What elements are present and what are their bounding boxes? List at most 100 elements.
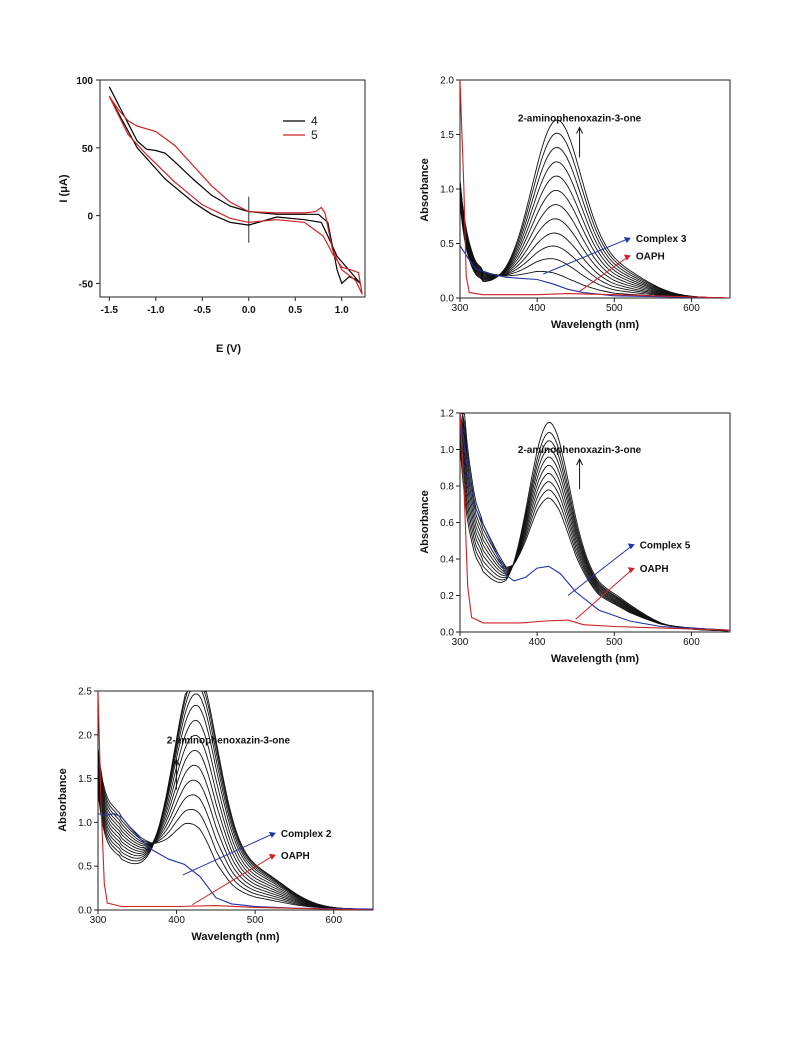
- uv2-y-tick-label: 2.0: [78, 730, 92, 741]
- uv5-x-tick-label: 600: [683, 637, 700, 648]
- uv5-y-tick-label: 0.8: [440, 482, 454, 493]
- cv-plot: -1.5 -1.0 -0.5 0.0 0.5 1.0 -50 0 50 100 45 E (V) I (…: [58, 76, 366, 355]
- cv-x-tick-label: 0.0: [242, 305, 256, 316]
- uv2-oaph-label: OAPH: [281, 851, 310, 862]
- uv2-series-complex-2: [98, 813, 373, 910]
- uv3-y-tick-label: 2.0: [440, 76, 454, 87]
- uv5-y-axis-title: Absorbance: [419, 490, 431, 554]
- uv5-x-tick-label: 300: [452, 637, 469, 648]
- cv-x-tick-label: -1.5: [101, 305, 119, 316]
- uv5-x-tick-label: 400: [529, 637, 546, 648]
- uv3-spectrum-8: [460, 161, 729, 298]
- uv3-y-tick-label: 1.5: [440, 130, 454, 141]
- uv3-series-complex-3: [460, 245, 730, 298]
- uv2-complex-pointer: [182, 832, 276, 876]
- uv2-spectrum-10: [98, 691, 372, 910]
- uv5-y-tick-label: 1.2: [440, 409, 454, 420]
- uv5-increase-arrowhead: [576, 458, 584, 466]
- uv5-complex-pointer: [567, 544, 635, 596]
- uv2-complex-pointer-head: [268, 831, 276, 838]
- uv3-x-tick-label: 600: [683, 303, 700, 314]
- uv3-x-tick-label: 500: [606, 303, 623, 314]
- uv3-curves: [460, 80, 730, 298]
- uv2-series-oaph: [98, 691, 373, 910]
- uv2-frame: [97, 690, 374, 911]
- uv3-y-tick-label: 1.0: [440, 185, 454, 196]
- uv3-x-tick-label: 300: [452, 303, 469, 314]
- uv5-oaph-pointer: [575, 567, 635, 620]
- uv3-series-oaph: [460, 80, 730, 298]
- uv5-x-axis-title: Wavelength (nm): [551, 653, 640, 665]
- uv3-oaph-label: OAPH: [636, 251, 665, 262]
- uv5-complex-pointer-head: [627, 543, 635, 550]
- uv2-y-axis-title: Absorbance: [57, 768, 69, 832]
- uv3-spectrum-11: [460, 119, 729, 298]
- uv5-plot: 300 400 500 600 0.0 0.2 0.4 0.6 0.8 1.0 1.2 Wavelen…: [419, 409, 731, 665]
- uv3-y-tick-label: 0.5: [440, 239, 454, 250]
- cv-legend-label: 4: [311, 114, 318, 128]
- uv5-y-tick-label: 1.0: [440, 445, 454, 456]
- uv2-x-axis-title: Wavelength (nm): [191, 931, 280, 943]
- cv-y-axis-title: I (μA): [58, 174, 70, 202]
- uv2-x-tick-label: 500: [247, 915, 264, 926]
- cv-x-tick-label: 1.0: [335, 305, 349, 316]
- cv-frame: [99, 79, 366, 298]
- cv-y-tick-label: 0: [87, 212, 93, 223]
- uv2-complex-label: Complex 2: [281, 829, 332, 840]
- uv3-oaph-pointer: [579, 255, 631, 292]
- uv3-y-tick-label: 0.0: [440, 294, 454, 305]
- uv2-spectrum-11: [98, 691, 372, 910]
- uv2-x-tick-label: 300: [90, 915, 107, 926]
- cv-series-4: [108, 86, 361, 285]
- uv2-spectrum-9: [98, 693, 372, 910]
- uv3-x-tick-label: 400: [529, 303, 546, 314]
- cv-legend-label: 5: [311, 128, 318, 142]
- uv3-complex-pointer: [543, 237, 631, 275]
- uv3-spectrum-7: [460, 175, 729, 298]
- uv5-y-tick-label: 0.2: [440, 591, 454, 602]
- uv3-complex-label: Complex 3: [636, 234, 687, 245]
- uv2-oaph-pointer-head: [268, 853, 276, 860]
- uv2-oaph-pointer: [192, 854, 276, 906]
- uv2-plot: 300 400 500 600 0.0 0.5 1.0 1.5 2.0 2.5 Wavelength…: [57, 687, 374, 943]
- uv3-y-axis-title: Absorbance: [419, 158, 431, 222]
- uv5-x-tick-label: 500: [606, 637, 623, 648]
- cv-y-tick-label: 100: [76, 76, 93, 87]
- uv5-series-oaph: [460, 413, 730, 631]
- uv2-x-tick-label: 400: [168, 915, 185, 926]
- cv-x-tick-label: 0.5: [288, 305, 302, 316]
- uv2-curves: [98, 691, 373, 910]
- uv2-y-tick-label: 0.0: [78, 906, 92, 917]
- uv5-y-tick-label: 0.0: [440, 628, 454, 639]
- uv3-x-axis-title: Wavelength (nm): [551, 319, 640, 331]
- uv3-spectrum-10: [460, 132, 729, 298]
- uv3-plot: 300 400 500 600 0.0 0.5 1.0 1.5 2.0 Wavelength (n…: [419, 76, 731, 331]
- uv3-product-label: 2-aminophenoxazin-3-one: [518, 113, 642, 124]
- uv5-series-complex-5: [460, 413, 730, 631]
- uv3-increase-arrowhead: [576, 126, 584, 134]
- cv-x-tick-label: -1.0: [147, 305, 165, 316]
- uv2-spectrum-6: [98, 734, 372, 910]
- uv2-y-tick-label: 0.5: [78, 862, 92, 873]
- uv5-oaph-label: OAPH: [640, 564, 669, 575]
- uv5-spectrum-8: [460, 432, 729, 632]
- cv-y-tick-label: 50: [82, 144, 94, 155]
- uv2-product-label: 2-aminophenoxazin-3-one: [167, 736, 291, 747]
- uv5-y-tick-label: 0.6: [440, 518, 454, 529]
- uv5-curves: [460, 413, 730, 632]
- uv3-complex-pointer-head: [623, 237, 631, 244]
- uv5-y-tick-label: 0.4: [440, 555, 454, 566]
- uv5-oaph-pointer-head: [627, 567, 635, 574]
- cv-x-axis-title: E (V): [216, 343, 241, 355]
- uv3-oaph-pointer-head: [623, 254, 631, 261]
- uv2-y-tick-label: 2.5: [78, 687, 92, 698]
- uv5-product-label: 2-aminophenoxazin-3-one: [518, 445, 642, 456]
- uv3-spectrum-4: [460, 188, 729, 298]
- cv-x-tick-label: -0.5: [194, 305, 212, 316]
- uv2-y-tick-label: 1.0: [78, 818, 92, 829]
- cv-y-tick-label: -50: [79, 279, 94, 290]
- uv5-complex-label: Complex 5: [640, 540, 691, 551]
- uv2-y-tick-label: 1.5: [78, 774, 92, 785]
- uv2-spectrum-12: [98, 691, 372, 910]
